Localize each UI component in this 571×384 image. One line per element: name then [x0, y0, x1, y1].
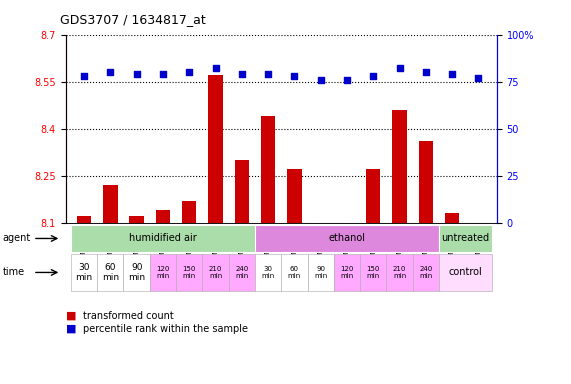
- Bar: [334, 254, 360, 291]
- Bar: [77, 217, 91, 223]
- Point: [343, 77, 352, 83]
- Bar: [445, 213, 459, 223]
- Bar: [392, 110, 407, 223]
- Bar: [413, 254, 439, 291]
- Text: transformed count: transformed count: [83, 311, 174, 321]
- Point: [106, 69, 115, 75]
- Bar: [130, 217, 144, 223]
- Text: 150
min: 150 min: [183, 266, 196, 279]
- Point: [263, 71, 272, 77]
- Point: [132, 71, 141, 77]
- Point: [395, 65, 404, 71]
- Point: [158, 71, 167, 77]
- Bar: [419, 141, 433, 223]
- Point: [290, 73, 299, 79]
- Text: percentile rank within the sample: percentile rank within the sample: [83, 324, 248, 334]
- Text: 30
min: 30 min: [75, 263, 93, 282]
- Text: 60
min: 60 min: [288, 266, 301, 279]
- Bar: [255, 254, 282, 291]
- Bar: [235, 160, 249, 223]
- Bar: [255, 225, 439, 252]
- Text: untreated: untreated: [441, 233, 489, 243]
- Bar: [156, 210, 170, 223]
- Text: 210
min: 210 min: [209, 266, 222, 279]
- Bar: [123, 254, 150, 291]
- Bar: [228, 254, 255, 291]
- Text: 30
min: 30 min: [262, 266, 275, 279]
- Point: [474, 75, 483, 81]
- Point: [184, 69, 194, 75]
- Bar: [360, 254, 387, 291]
- Point: [316, 77, 325, 83]
- Point: [369, 73, 378, 79]
- Text: 90
min: 90 min: [128, 263, 145, 282]
- Point: [211, 65, 220, 71]
- Text: humidified air: humidified air: [129, 233, 197, 243]
- Text: ethanol: ethanol: [328, 233, 365, 243]
- Bar: [208, 75, 223, 223]
- Text: 60
min: 60 min: [102, 263, 119, 282]
- Bar: [176, 254, 202, 291]
- Text: 90
min: 90 min: [314, 266, 327, 279]
- Point: [237, 71, 246, 77]
- Bar: [439, 254, 492, 291]
- Bar: [71, 254, 97, 291]
- Bar: [308, 254, 334, 291]
- Text: 240
min: 240 min: [419, 266, 432, 279]
- Text: control: control: [448, 267, 482, 278]
- Bar: [71, 225, 255, 252]
- Bar: [182, 201, 196, 223]
- Text: 210
min: 210 min: [393, 266, 406, 279]
- Bar: [261, 116, 275, 223]
- Bar: [387, 254, 413, 291]
- Text: ■: ■: [66, 311, 76, 321]
- Text: ■: ■: [66, 324, 76, 334]
- Text: 120
min: 120 min: [340, 266, 353, 279]
- Point: [448, 71, 457, 77]
- Text: agent: agent: [3, 233, 31, 243]
- Bar: [366, 169, 380, 223]
- Bar: [439, 225, 492, 252]
- Bar: [287, 169, 301, 223]
- Text: 240
min: 240 min: [235, 266, 248, 279]
- Bar: [150, 254, 176, 291]
- Bar: [281, 254, 308, 291]
- Bar: [202, 254, 228, 291]
- Text: GDS3707 / 1634817_at: GDS3707 / 1634817_at: [60, 13, 206, 26]
- Bar: [103, 185, 118, 223]
- Text: 120
min: 120 min: [156, 266, 170, 279]
- Text: time: time: [3, 267, 25, 278]
- Bar: [97, 254, 123, 291]
- Text: 150
min: 150 min: [367, 266, 380, 279]
- Point: [421, 69, 431, 75]
- Point: [79, 73, 89, 79]
